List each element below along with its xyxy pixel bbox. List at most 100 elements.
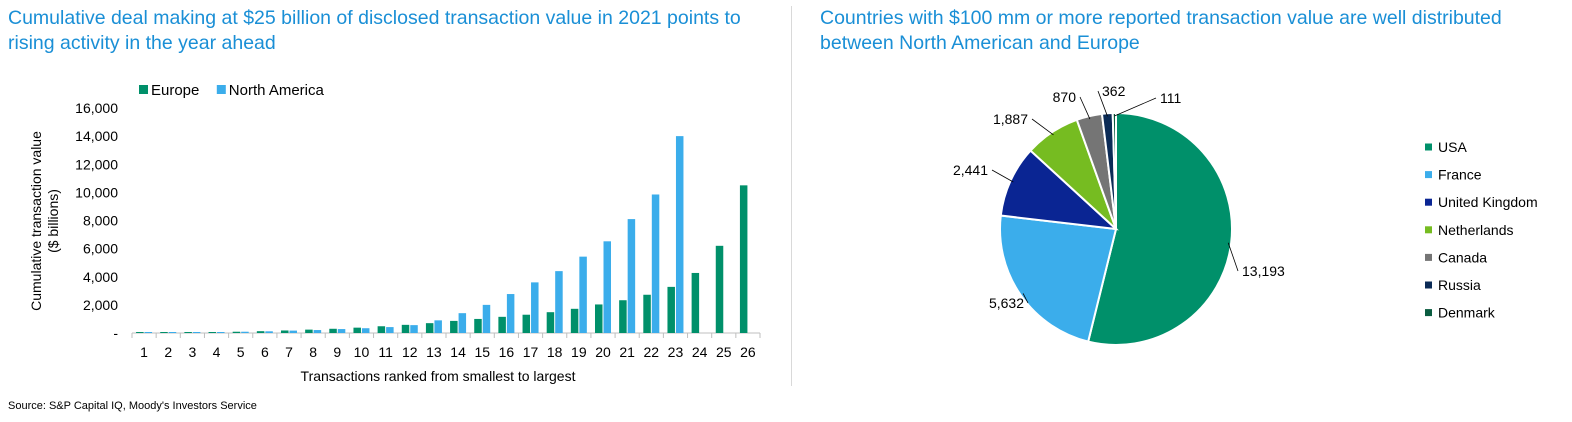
bar-north-america <box>337 329 346 333</box>
bar-north-america <box>482 304 491 333</box>
legend-label: Canada <box>1438 249 1487 265</box>
bar-europe <box>522 314 531 333</box>
chart-divider <box>791 6 792 386</box>
bar-north-america <box>289 330 297 333</box>
legend-swatch <box>1425 253 1432 261</box>
bar-europe <box>136 332 144 333</box>
x-tick-label: 23 <box>668 344 684 360</box>
x-tick-label: 14 <box>450 344 466 360</box>
pie-value-label: 870 <box>1053 89 1077 105</box>
bar-europe <box>208 332 217 333</box>
bar-north-america <box>217 332 225 333</box>
y-axis-label: Cumulative transaction value($ billions) <box>28 131 61 311</box>
legend-swatch <box>1425 281 1432 289</box>
pie-value-label: 111 <box>1160 90 1181 106</box>
bar-north-america <box>675 136 684 333</box>
x-tick-label: 20 <box>595 344 611 360</box>
x-tick-label: 26 <box>740 344 756 360</box>
bar-north-america <box>603 241 611 333</box>
legend-label: Denmark <box>1438 305 1496 321</box>
x-tick-label: 17 <box>523 344 539 360</box>
bar-europe <box>498 316 506 333</box>
bar-north-america <box>192 332 201 333</box>
legend-label: United Kingdom <box>1438 194 1538 210</box>
bar-north-america <box>144 332 153 333</box>
legend-swatch <box>1425 198 1432 206</box>
y-tick-label: 10,000 <box>75 184 118 200</box>
leader-line <box>1114 97 1157 117</box>
bar-north-america <box>651 194 660 333</box>
bar-europe <box>329 328 337 333</box>
bar-europe <box>184 332 192 333</box>
x-tick-label: 1 <box>140 344 148 360</box>
bar-north-america <box>531 282 539 333</box>
legend-label: Europe <box>151 82 199 99</box>
source-note: Source: S&P Capital IQ, Moody's Investor… <box>8 400 257 412</box>
y-tick-label: 6,000 <box>83 241 118 257</box>
y-axis-label-line: Cumulative transaction value <box>28 131 44 311</box>
bar-north-america <box>241 331 249 333</box>
legend-swatch <box>1425 143 1432 151</box>
legend-label: USA <box>1438 139 1467 155</box>
y-tick-label: 4,000 <box>83 269 118 285</box>
x-axis-label: Transactions ranked from smallest to lar… <box>301 368 576 384</box>
bar-europe <box>256 331 265 333</box>
x-tick-label: 3 <box>188 344 196 360</box>
x-tick-label: 21 <box>619 344 635 360</box>
leader-line <box>1079 96 1091 120</box>
bar-europe <box>305 329 313 333</box>
bar-north-america <box>555 271 563 333</box>
bar-north-america <box>386 327 394 333</box>
leader-line <box>991 169 1014 183</box>
y-axis-label-line: ($ billions) <box>45 189 61 253</box>
bar-north-america <box>627 219 636 333</box>
y-tick-label: 16,000 <box>75 100 118 116</box>
pie-chart-title: Countries with $100 mm or more reported … <box>820 7 1502 54</box>
bar-europe <box>377 326 386 333</box>
bar-north-america <box>506 294 515 333</box>
x-tick-label: 19 <box>571 344 587 360</box>
bar-europe <box>619 300 627 333</box>
legend-label: Russia <box>1438 277 1481 293</box>
x-tick-label: 10 <box>354 344 370 360</box>
bar-europe <box>425 323 434 333</box>
bar-north-america <box>313 330 322 333</box>
x-tick-label: 18 <box>547 344 563 360</box>
bar-europe <box>160 332 168 333</box>
x-tick-label: 11 <box>378 344 393 360</box>
y-tick-label: 14,000 <box>75 128 118 144</box>
x-tick-label: 25 <box>716 344 732 360</box>
pie-value-label: 5,632 <box>989 295 1024 311</box>
bar-north-america <box>168 332 177 333</box>
bar-chart-title: Cumulative deal making at $25 billion of… <box>8 7 741 54</box>
legend-label: France <box>1438 167 1482 183</box>
bar-europe <box>667 286 675 333</box>
bar-europe <box>353 327 361 333</box>
leader-line <box>1227 242 1239 272</box>
bar-north-america <box>579 256 587 333</box>
bar-chart: - 2,000 4,000 6,000 8,000 10,000 12,000 14,000 1… <box>28 82 761 384</box>
pie-value-label: 1,887 <box>993 111 1028 127</box>
legend-swatch <box>1425 309 1432 317</box>
bar-europe <box>450 320 458 333</box>
leader-line <box>1031 118 1054 136</box>
bar-north-america <box>434 320 442 333</box>
bar-north-america <box>410 325 418 333</box>
legend-swatch <box>139 85 148 94</box>
bar-north-america <box>361 328 370 333</box>
legend-label: Netherlands <box>1438 222 1514 238</box>
x-tick-label: 16 <box>499 344 515 360</box>
bar-europe <box>739 185 748 333</box>
bar-europe <box>401 324 410 333</box>
legend-label: North America <box>229 82 325 99</box>
x-tick-label: 13 <box>426 344 442 360</box>
legend-swatch <box>1425 171 1432 179</box>
y-tick-label: 12,000 <box>75 156 118 172</box>
bar-europe <box>474 318 482 333</box>
bar-europe <box>691 272 700 333</box>
leader-line <box>1022 293 1029 304</box>
pie-chart: 13,193 5,632 2,441 1,887 870 362 111 USA France U… <box>953 83 1538 346</box>
bar-europe <box>595 304 603 333</box>
pie-slice-usa <box>1086 111 1233 346</box>
x-tick-label: 8 <box>309 344 317 360</box>
